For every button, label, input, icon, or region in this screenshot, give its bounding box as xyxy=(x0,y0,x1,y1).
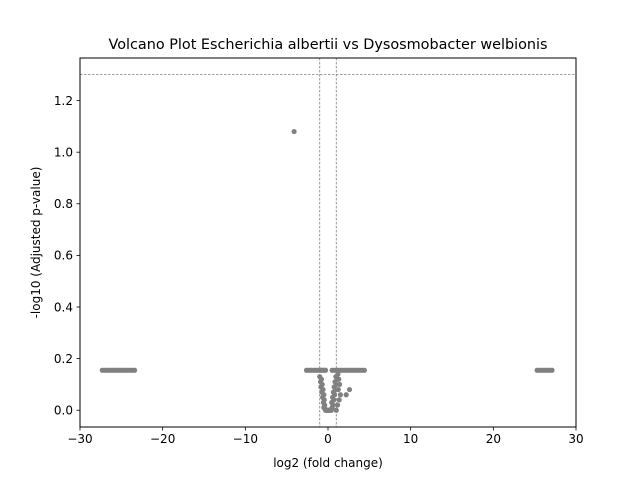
y-tick-label: 1.0 xyxy=(54,145,73,159)
chart-title: Volcano Plot Escherichia albertii vs Dys… xyxy=(108,37,547,53)
data-point xyxy=(549,367,555,373)
data-point xyxy=(335,386,341,393)
x-tick-label: −20 xyxy=(150,432,175,446)
x-tick-label: −10 xyxy=(233,432,258,446)
y-tick-label: 0.0 xyxy=(54,404,73,418)
data-point xyxy=(131,367,138,373)
y-axis-label: -log10 (Adjusted p-value) xyxy=(29,167,43,319)
data-point xyxy=(343,392,349,398)
data-point xyxy=(361,367,367,373)
x-axis-ticks: −30 −20 −10 0 10 20 30 xyxy=(67,427,584,446)
y-tick-label: 0.4 xyxy=(54,300,73,314)
y-tick-label: 1.2 xyxy=(54,94,73,108)
data-point xyxy=(334,402,341,408)
data-point xyxy=(336,376,342,382)
x-tick-label: 10 xyxy=(403,432,418,446)
data-point xyxy=(336,397,342,403)
x-tick-label: 20 xyxy=(486,432,501,446)
threshold-lines xyxy=(80,58,576,427)
data-point xyxy=(346,386,353,393)
y-tick-label: 0.2 xyxy=(54,352,73,366)
data-point xyxy=(336,381,343,388)
x-tick-label: −30 xyxy=(67,432,92,446)
y-axis-ticks: 0.0 0.2 0.4 0.6 0.8 1.0 1.2 xyxy=(54,94,80,418)
data-points xyxy=(99,128,555,413)
x-tick-label: 0 xyxy=(324,432,332,446)
data-point xyxy=(333,407,339,413)
data-point xyxy=(322,367,329,373)
y-tick-label: 0.8 xyxy=(54,197,73,211)
x-axis-label: log2 (fold change) xyxy=(273,456,383,470)
data-point xyxy=(291,128,297,135)
x-tick-label: 30 xyxy=(568,432,583,446)
y-tick-label: 0.6 xyxy=(54,249,73,263)
data-point xyxy=(337,392,343,398)
